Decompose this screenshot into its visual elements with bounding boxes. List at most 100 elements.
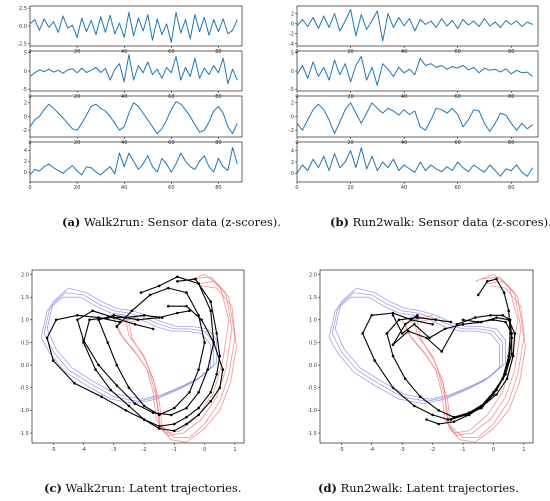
trajectory-point bbox=[437, 409, 441, 412]
x-tick-label: -3 bbox=[400, 447, 405, 453]
trajectory-point bbox=[188, 391, 191, 394]
trajectory-point bbox=[501, 314, 504, 317]
trajectory-point bbox=[82, 341, 85, 344]
x-tick-label: 1 bbox=[233, 447, 236, 453]
trajectory-point bbox=[173, 406, 176, 410]
caption-b: (b) Run2walk: Sensor data (z-scores). bbox=[330, 215, 550, 229]
trajectory-point bbox=[106, 341, 109, 344]
x-tick-label: 60 bbox=[168, 49, 174, 55]
trajectory-point bbox=[425, 336, 428, 340]
axes-frame bbox=[296, 141, 539, 183]
trajectory-point bbox=[215, 332, 218, 335]
caption-c-text: Walk2run: Latent trajectories. bbox=[61, 481, 242, 495]
y-tick-label: 0.0 bbox=[21, 363, 29, 369]
y-tick-label: 2 bbox=[291, 160, 294, 166]
caption-d: (d) Run2walk: Latent trajectories. bbox=[318, 481, 519, 495]
panel-c: -5 -4 -3 -2 -1 0 1 -1.5 -1.0 -0.5 0.0 0.5 1.0 1.5 2.0 bbox=[19, 269, 245, 453]
trajectory-point bbox=[206, 368, 209, 371]
trajectory-point bbox=[170, 413, 173, 417]
trajectory-point bbox=[167, 286, 170, 290]
trajectory-point bbox=[73, 381, 76, 385]
blue-trajectory bbox=[46, 287, 218, 400]
x-tick-label: 1 bbox=[522, 447, 525, 453]
series-line bbox=[29, 101, 238, 135]
trajectory-point bbox=[403, 323, 407, 326]
caption-a: (a) Walk2run: Sensor data (z-scores). bbox=[62, 215, 281, 229]
trajectory-point bbox=[157, 284, 161, 288]
black-trajectory bbox=[76, 276, 215, 416]
y-tick-label: -2.5 bbox=[17, 42, 27, 48]
trajectory-point bbox=[489, 314, 492, 317]
y-tick-label: -5 bbox=[22, 87, 27, 93]
y-tick-label: 2.5 bbox=[19, 6, 27, 12]
subplot-a-2: 0 20 40 60 80-505 bbox=[22, 51, 243, 100]
trajectory-point bbox=[176, 311, 179, 315]
blue-trajectory bbox=[43, 292, 215, 402]
trajectory-point bbox=[495, 277, 498, 281]
x-tick-label: 60 bbox=[454, 49, 460, 55]
trajectory-point bbox=[461, 318, 465, 322]
y-tick-label: 1.0 bbox=[21, 318, 29, 324]
y-tick-label: -5 bbox=[289, 87, 294, 93]
x-tick-label: 40 bbox=[121, 185, 127, 191]
y-tick-label: 2 bbox=[24, 101, 27, 107]
trajectory-point bbox=[473, 316, 477, 319]
trajectory-point bbox=[133, 323, 137, 326]
trajectory-point bbox=[385, 332, 389, 335]
subplot-b-1: 0 20 40 60 80-4-202 bbox=[289, 5, 539, 55]
trajectory-point bbox=[476, 320, 480, 324]
red-trajectory bbox=[125, 280, 236, 439]
trajectory-point bbox=[109, 388, 112, 392]
x-tick-label: 80 bbox=[215, 185, 221, 191]
trajectory-point bbox=[197, 413, 200, 417]
axes-frame bbox=[31, 269, 245, 444]
y-tick-label: 2 bbox=[291, 101, 294, 107]
trajectory-point bbox=[100, 395, 103, 399]
x-tick-label: 20 bbox=[74, 49, 80, 55]
x-tick-label: 20 bbox=[347, 185, 353, 191]
red-trajectory bbox=[128, 285, 237, 443]
x-tick-label: 20 bbox=[74, 185, 80, 191]
trajectory-point bbox=[391, 343, 395, 347]
y-tick-label: 4 bbox=[291, 148, 294, 154]
black-trajectory bbox=[386, 317, 513, 418]
series-line bbox=[296, 102, 533, 135]
trajectory-point bbox=[361, 332, 364, 335]
subplot-b-4: 0 20 40 60 80 0 2 4 bbox=[291, 141, 539, 191]
trajectory-point bbox=[480, 406, 483, 410]
x-tick-label: 0 bbox=[295, 185, 298, 191]
caption-d-text: Run2walk: Latent trajectories. bbox=[336, 481, 519, 495]
trajectory-point bbox=[431, 323, 434, 326]
x-tick-label: 80 bbox=[215, 94, 221, 100]
x-tick-label: 40 bbox=[121, 49, 127, 55]
trajectory-point bbox=[504, 320, 507, 324]
x-tick-label: 80 bbox=[508, 185, 514, 191]
x-tick-label: 80 bbox=[508, 140, 514, 146]
trajectory-point bbox=[173, 429, 176, 433]
series-line bbox=[296, 147, 534, 177]
y-tick-label: 1.5 bbox=[309, 295, 317, 301]
trajectory-point bbox=[124, 316, 128, 319]
y-tick-label: -4 bbox=[289, 41, 294, 47]
trajectory-point bbox=[373, 359, 377, 362]
trajectory-point bbox=[510, 352, 513, 356]
x-tick-label: 20 bbox=[347, 140, 353, 146]
trajectory-point bbox=[94, 368, 97, 371]
trajectory-point bbox=[185, 406, 188, 410]
series-line bbox=[296, 56, 533, 86]
trajectory-point bbox=[127, 386, 131, 390]
trajectory-point bbox=[449, 320, 453, 324]
trajectory-point bbox=[397, 318, 401, 322]
trajectory-point bbox=[403, 377, 407, 381]
trajectory-point bbox=[51, 359, 55, 362]
caption-b-letter: (b) bbox=[330, 215, 349, 229]
y-tick-label: 4 bbox=[24, 148, 27, 154]
y-tick-label: -1.5 bbox=[307, 431, 317, 437]
x-tick-label: -4 bbox=[81, 447, 86, 453]
x-tick-label: 80 bbox=[508, 94, 514, 100]
trajectory-point bbox=[115, 384, 119, 387]
trajectory-point bbox=[507, 309, 511, 313]
x-tick-label: 20 bbox=[347, 49, 353, 55]
trajectory-point bbox=[91, 309, 94, 313]
